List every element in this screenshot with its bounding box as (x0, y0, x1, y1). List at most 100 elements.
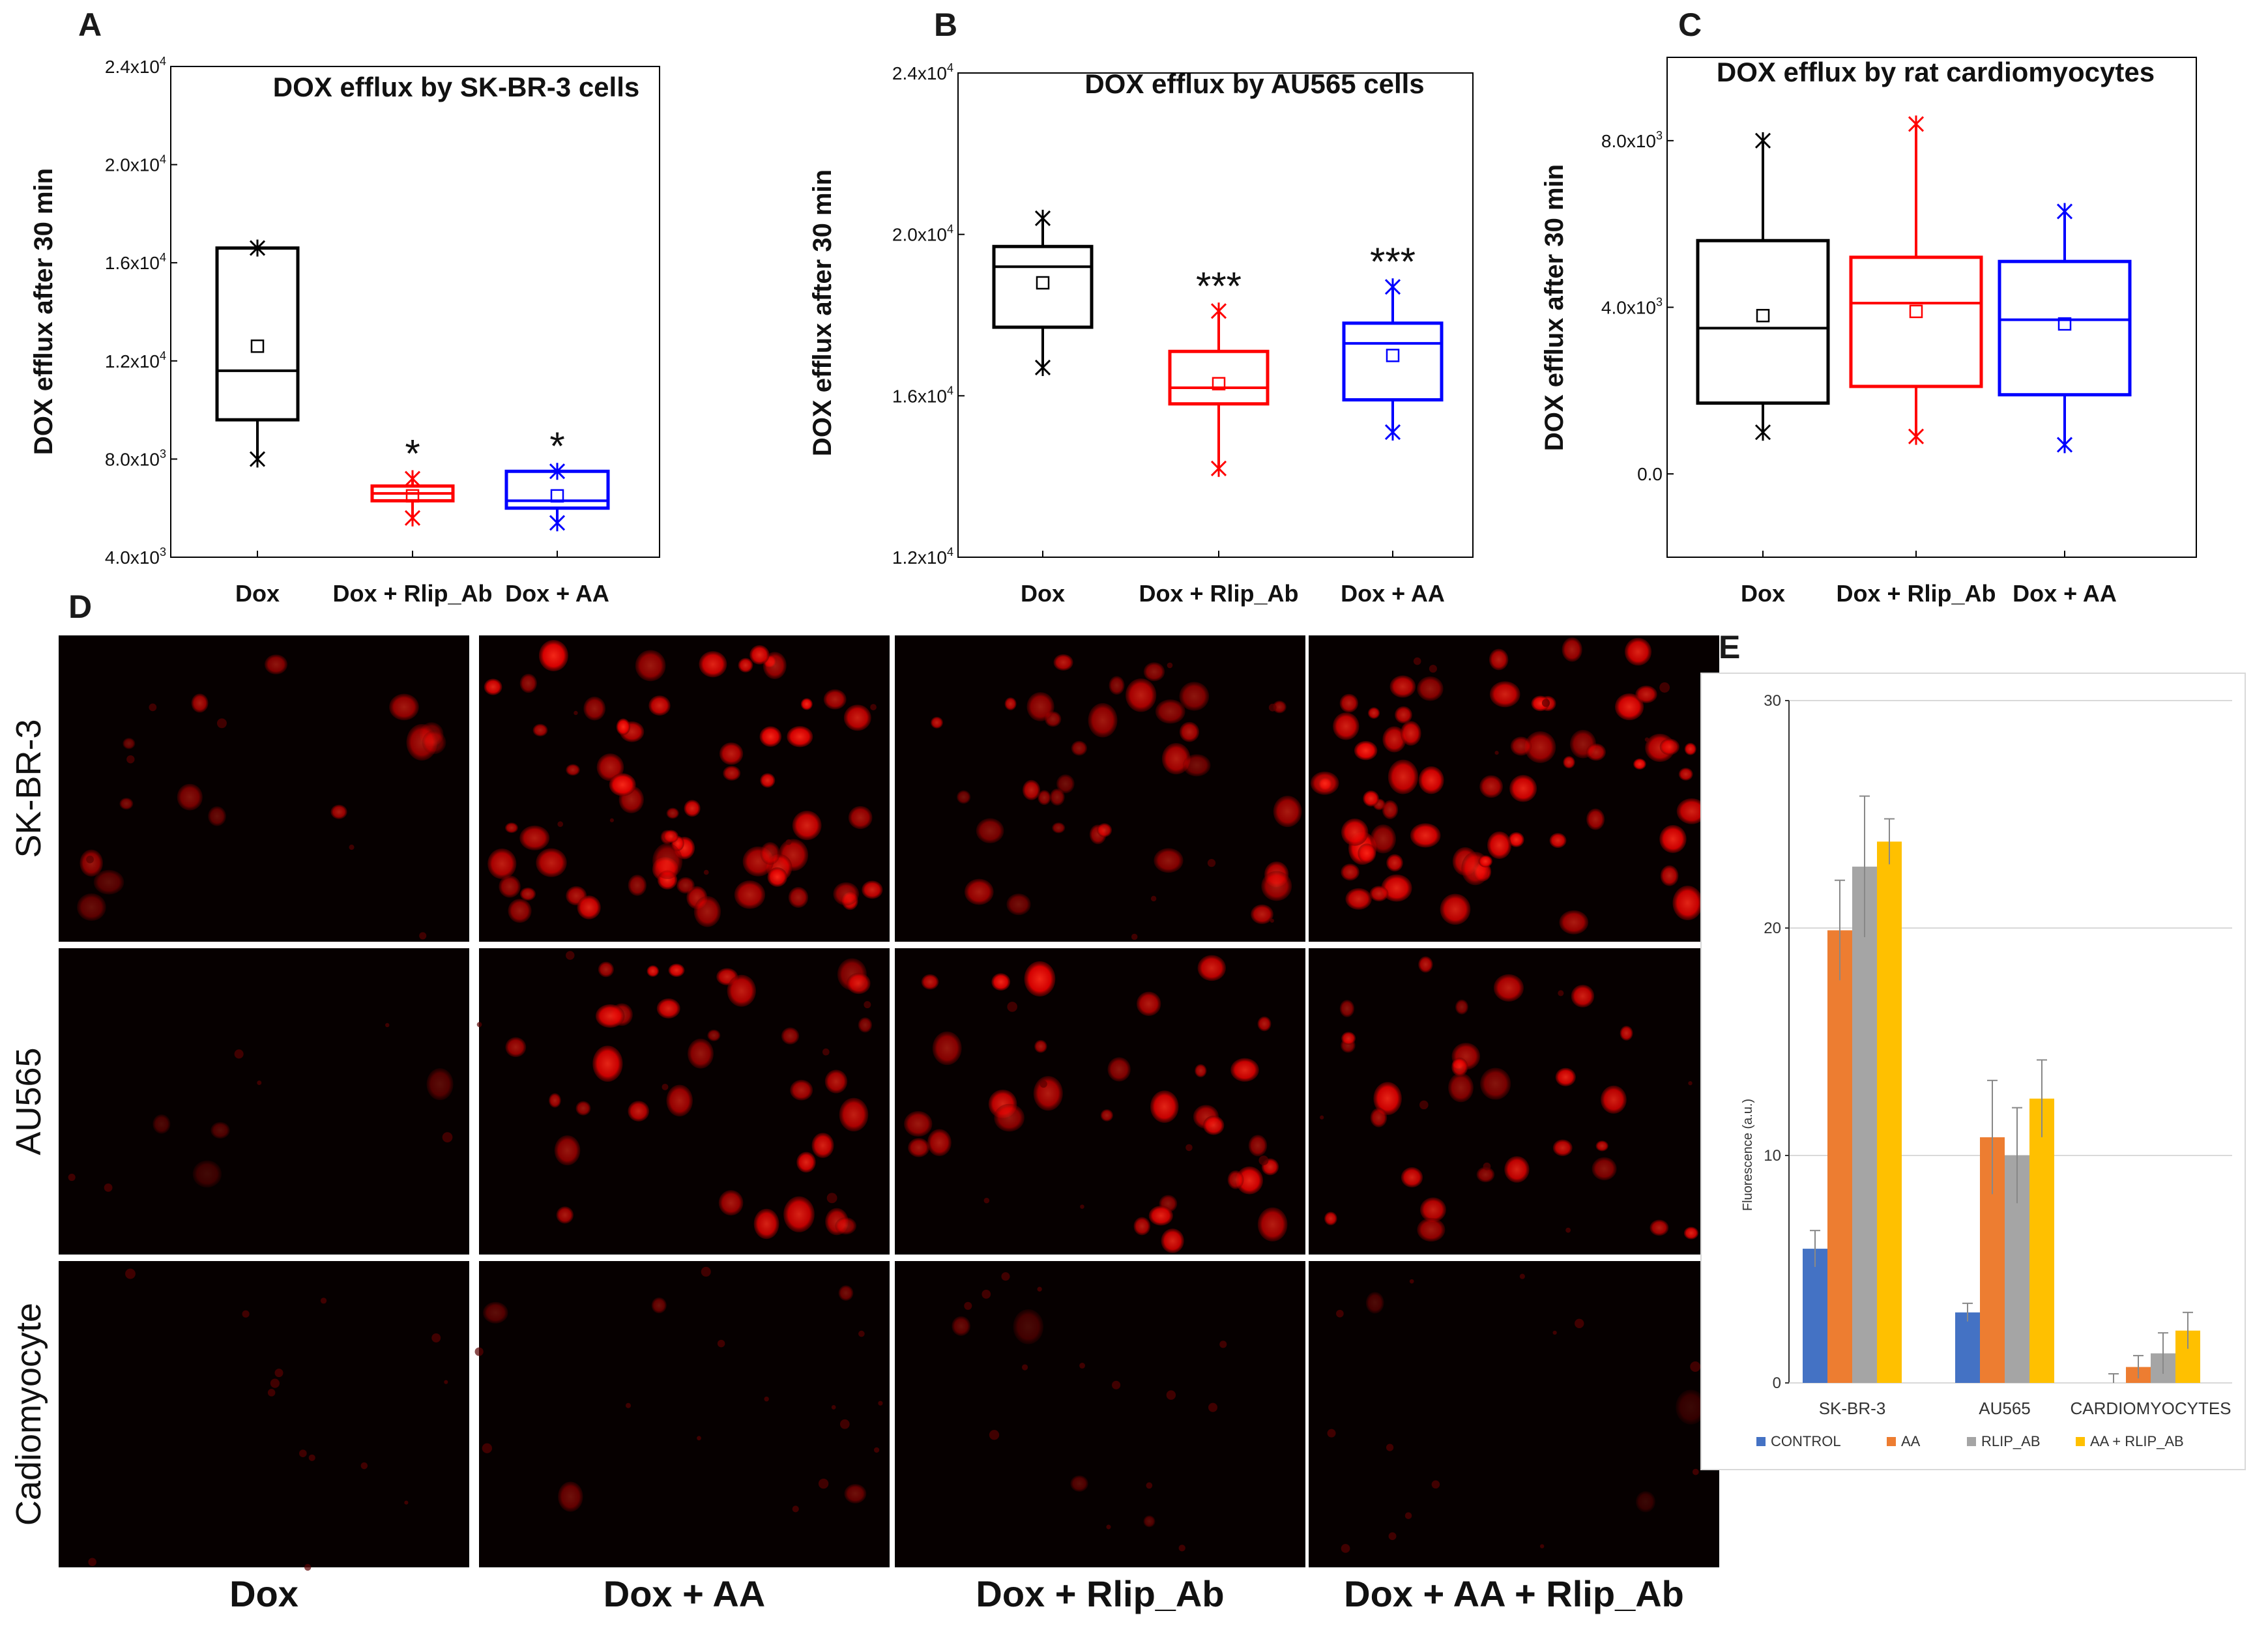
fluorescent-cell (921, 974, 939, 990)
panel-c-frame (1666, 57, 2197, 558)
fluorescent-cell (532, 723, 548, 737)
faint-cell (1022, 1364, 1028, 1371)
faint-cell (1692, 1468, 1699, 1475)
whisker-end-marker (2056, 203, 2073, 220)
panel-b-title: DOX efflux by AU565 cells (1084, 68, 1424, 99)
faint-cell (404, 1500, 409, 1505)
fluorescent-cell (693, 895, 721, 927)
x-category-label: Dox + Rlip_Ab (1836, 580, 1996, 607)
fluorescent-cell (931, 716, 943, 729)
fluorescent-cell (484, 678, 502, 695)
panel-a-frame (170, 66, 660, 558)
faint-cell (1258, 1155, 1269, 1166)
fluorescent-cell (838, 1285, 854, 1301)
panel-a-label: A (78, 7, 102, 43)
whisker-end-marker (1034, 358, 1051, 376)
fluorescent-cell (796, 1152, 816, 1173)
fluorescent-cell (1026, 692, 1054, 721)
box-iqr (215, 246, 300, 422)
fluorescent-cell (1251, 904, 1273, 924)
faint-cell (1419, 1100, 1429, 1110)
faint-cell (320, 1298, 327, 1304)
box-3: *** (1342, 240, 1444, 441)
fluorescent-cell (1273, 796, 1302, 828)
y-tick-label: 4.0x103 (105, 545, 166, 568)
bar (1803, 1249, 1827, 1383)
fluorescent-cell (781, 1027, 800, 1045)
y-tick-label: 8.0x103 (105, 447, 166, 469)
fluorescent-cell (927, 1129, 952, 1157)
fluorescent-cell (519, 673, 537, 693)
faint-cell (360, 1462, 368, 1470)
micrograph-r1-c1 (59, 635, 469, 942)
fluorescent-cell (1549, 833, 1567, 849)
y-tick-exponent: 3 (1656, 129, 1663, 142)
fluorescent-cell (1341, 1032, 1356, 1045)
micrograph-background (479, 1261, 890, 1567)
fluorescent-cell (598, 961, 614, 978)
y-tick-label: 20 (1764, 920, 1781, 937)
faint-cell (104, 1183, 113, 1192)
faint-cell (1336, 1309, 1344, 1318)
fluorescent-cell (211, 1122, 230, 1139)
faint-cell (831, 1405, 836, 1410)
faint-cell (1167, 662, 1173, 669)
whisker-end-marker (1908, 115, 1925, 133)
faint-cell (308, 1454, 315, 1461)
fluorescent-cell (749, 645, 770, 665)
fluorescent-cell (1676, 798, 1707, 824)
faint-cell (1166, 1390, 1176, 1400)
box-mean-marker (1036, 276, 1050, 290)
fluorescent-cell (487, 848, 517, 879)
faint-cell (626, 1402, 632, 1408)
fluorescent-cell (1143, 662, 1165, 682)
fluorescent-cell (1071, 740, 1088, 756)
fluorescent-cell (609, 773, 636, 796)
fluorescent-cell (1367, 707, 1380, 719)
significance-mark: *** (1370, 240, 1416, 283)
box-iqr (1342, 321, 1444, 402)
fluorescent-cell (718, 1190, 744, 1216)
fluorescent-cell (1033, 1076, 1063, 1111)
faint-cell (1040, 1080, 1047, 1088)
fluorescent-cell (1555, 1067, 1576, 1086)
faint-cell (1327, 1429, 1336, 1438)
fluorescent-cell (844, 1484, 867, 1503)
fluorescent-cell (1508, 832, 1524, 847)
y-tick-exponent: 3 (160, 545, 166, 559)
faint-cell (1519, 1273, 1525, 1279)
fluorescent-cell (1179, 682, 1210, 711)
box-iqr (1849, 255, 1983, 388)
fluorescent-cell (767, 867, 787, 887)
row-label: AU565 (9, 1047, 48, 1155)
faint-cell (1659, 682, 1670, 693)
fluorescent-cell (1592, 1157, 1617, 1181)
fluorescent-cell (505, 1037, 527, 1058)
fluorescent-cell (1620, 1025, 1633, 1041)
fluorescent-cell (1341, 819, 1369, 846)
faint-cell (1270, 918, 1274, 923)
panel-e-label: E (1719, 629, 1740, 665)
fluorescent-cell (330, 804, 347, 819)
y-tick-label: 2.4x104 (892, 61, 953, 83)
faint-cell (257, 1081, 262, 1085)
fluorescent-cell (1489, 648, 1509, 671)
faint-cell (557, 821, 564, 827)
faint-cell (242, 1310, 250, 1318)
y-tick-label: 30 (1764, 692, 1781, 710)
panel-b-frame (957, 72, 1474, 558)
fluorescent-cell (508, 899, 532, 923)
y-tick-exponent: 4 (160, 55, 166, 68)
legend-swatch (2076, 1437, 2085, 1446)
fluorescent-cell (719, 742, 744, 765)
fluorescent-cell (1400, 721, 1421, 746)
x-category-label: Dox + Rlip_Ab (332, 580, 492, 607)
y-tick-exponent: 3 (160, 447, 166, 460)
x-category-label: CARDIOMYOCYTES (2070, 1399, 2231, 1418)
fluorescent-cell (1203, 1116, 1225, 1135)
faint-cell (870, 704, 877, 710)
y-tick-mantissa: 2.0x10 (105, 155, 160, 175)
panel-b-ylabel: DOX efflux after 30 min (808, 169, 837, 456)
fluorescent-cell (1236, 1166, 1264, 1195)
fluorescent-cell (1107, 1057, 1131, 1082)
